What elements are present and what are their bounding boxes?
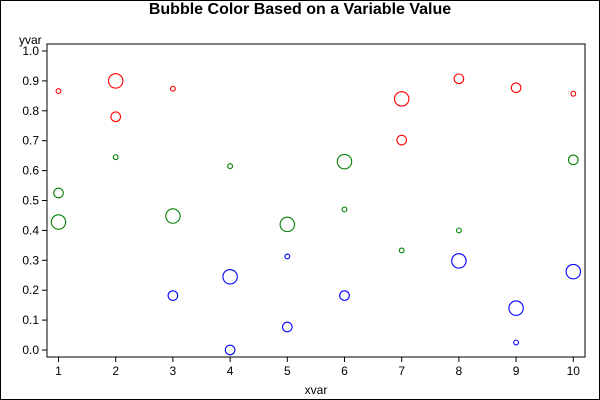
y-tick-label: 0.0 [22, 343, 39, 357]
bubble [169, 85, 176, 92]
y-axis: 0.0 0.1 0.2 0.3 0.4 0.5 0.6 0.7 0.8 0.9 1.0 [22, 44, 47, 357]
bubble [167, 290, 179, 301]
x-tick-label: 1 [55, 364, 62, 378]
bubbles [50, 73, 582, 356]
bubble [227, 163, 234, 170]
y-tick-label: 0.7 [22, 134, 39, 148]
x-tick-label: 7 [398, 364, 405, 378]
bubble [110, 111, 122, 123]
bubble [284, 253, 291, 260]
bubble [396, 134, 408, 146]
bubble [339, 290, 350, 301]
bubble [112, 154, 119, 161]
bubble [455, 227, 462, 234]
bubble [508, 300, 524, 316]
x-tick-label: 3 [170, 364, 177, 378]
y-tick-label: 0.2 [22, 283, 39, 297]
y-tick-label: 0.3 [22, 253, 39, 267]
bubble [107, 73, 124, 89]
y-tick-label: 0.1 [22, 313, 39, 327]
bubble [453, 73, 465, 85]
x-tick-label: 10 [567, 364, 581, 378]
x-tick-label: 8 [456, 364, 463, 378]
x-tick-label: 2 [112, 364, 119, 378]
x-tick-label: 5 [284, 364, 291, 378]
bubble [279, 216, 296, 233]
bubble [224, 344, 236, 356]
x-axis-label: xvar [305, 383, 328, 397]
bubble [165, 208, 181, 224]
bubble [398, 247, 405, 254]
bubble [570, 90, 577, 97]
bubble [55, 88, 62, 95]
plot-area [46, 43, 586, 358]
bubble [336, 153, 353, 170]
bubble [53, 187, 64, 199]
bubble [393, 91, 410, 107]
y-axis-label: yvar [19, 33, 42, 47]
x-axis: 1 2 3 4 5 6 7 8 9 10 [55, 357, 580, 378]
chart-title: Bubble Color Based on a Variable Value [148, 1, 452, 18]
bubble [281, 321, 293, 333]
x-tick-label: 9 [513, 364, 520, 378]
bubble [222, 268, 238, 285]
y-tick-label: 0.9 [22, 74, 39, 88]
x-tick-label: 4 [227, 364, 234, 378]
y-tick-label: 0.8 [22, 104, 39, 118]
y-tick-label: 1.0 [22, 44, 39, 58]
bubble [565, 263, 582, 280]
y-tick-label: 0.4 [22, 223, 39, 237]
bubble [567, 154, 579, 166]
y-tick-label: 0.5 [22, 194, 39, 208]
bubble [513, 339, 520, 346]
bubble [451, 253, 467, 269]
y-tick-label: 0.6 [22, 164, 39, 178]
bubble [510, 82, 522, 94]
bubble [50, 214, 67, 230]
x-tick-label: 6 [341, 364, 348, 378]
bubble [341, 206, 348, 213]
